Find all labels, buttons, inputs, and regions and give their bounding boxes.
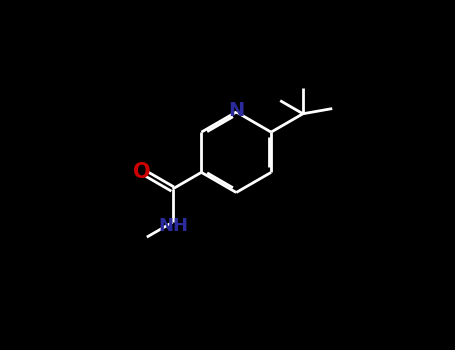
Text: N: N	[228, 102, 244, 120]
Text: NH: NH	[159, 217, 189, 236]
Text: O: O	[133, 162, 151, 182]
